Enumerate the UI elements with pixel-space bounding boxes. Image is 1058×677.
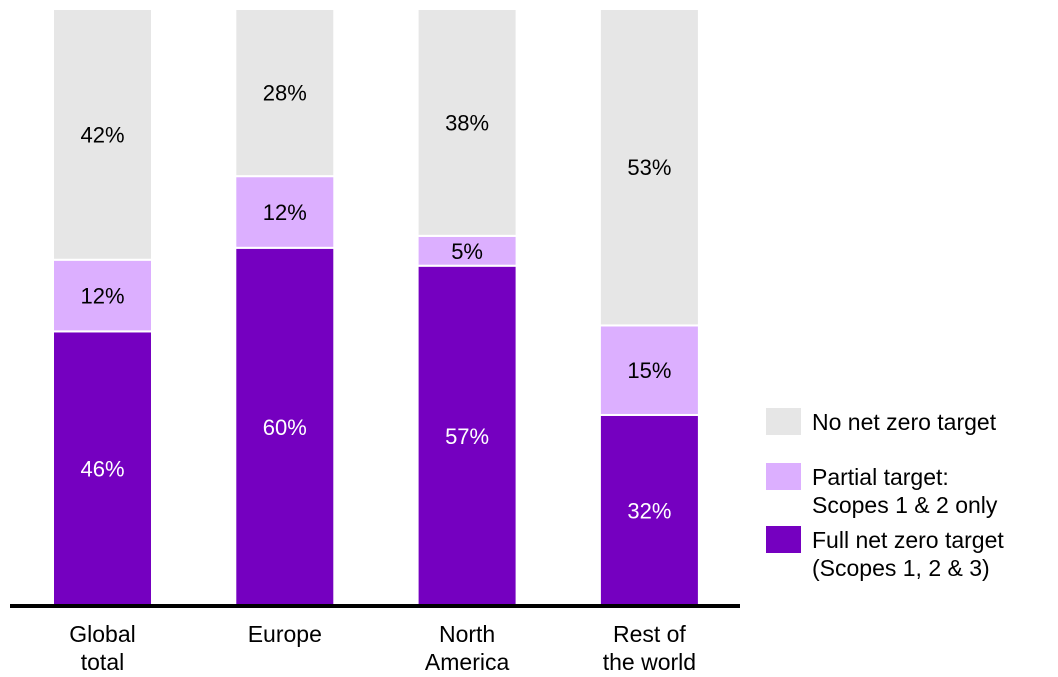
bar-global-total-no-net-zero-target-value-label: 42% <box>80 122 124 147</box>
category-label-global-total: Global total <box>69 621 135 675</box>
bar-rest-of-the-world-full-net-zero-target-scopes-1-2-3 <box>598 413 700 607</box>
legend: No net zero target Partial target: Scopes … <box>766 408 1004 581</box>
category-labels: Global total Europe North America Rest of the … <box>69 621 696 675</box>
category-label-north-america: North America <box>425 621 510 675</box>
bar-north-america-full-net-zero-target-scopes-1-2-3-value-label: 57% <box>445 424 489 449</box>
bar-europe-full-net-zero-target-scopes-1-2-3-value-label: 60% <box>263 415 307 440</box>
bar-europe-no-net-zero-target <box>234 8 336 178</box>
category-label-rest-of-the-world: Rest of the world <box>603 621 696 675</box>
bar-rest-of-the-world-full-net-zero-target-scopes-1-2-3-value-label: 32% <box>627 498 671 523</box>
legend-swatch-no-net-zero-target <box>766 408 801 435</box>
bar-europe-partial-target-scopes-1-2-only-value-label: 12% <box>263 200 307 225</box>
legend-item-full-net-zero-target-scopes-1-2-3: Full net zero target (Scopes 1, 2 & 3) <box>766 526 1004 581</box>
bars-layer: 46% 12% 42% 60% 12% 28% 57% 5% 38% 32% 15% 53% <box>52 8 700 608</box>
bar-north-america-partial-target-scopes-1-2-only-value-label: 5% <box>451 239 483 264</box>
bar-north-america-no-net-zero-target <box>416 8 518 237</box>
bar-rest-of-the-world-partial-target-scopes-1-2-only-value-label: 15% <box>627 358 671 383</box>
bar-rest-of-the-world-no-net-zero-target-value-label: 53% <box>627 155 671 180</box>
bar-rest-of-the-world-partial-target-scopes-1-2-only <box>598 324 700 416</box>
legend-label-no-net-zero-target: No net zero target <box>812 409 997 435</box>
legend-item-no-net-zero-target: No net zero target <box>766 408 997 435</box>
legend-label-full-net-zero-target-scopes-1-2-3: Full net zero target (Scopes 1, 2 & 3) <box>812 527 1004 581</box>
bar-global-total-partial-target-scopes-1-2-only <box>52 258 153 333</box>
bar-global-total-full-net-zero-target-scopes-1-2-3 <box>52 330 153 607</box>
legend-item-partial-target-scopes-1-2-only: Partial target: Scopes 1 & 2 only <box>766 463 998 518</box>
bar-north-america-no-net-zero-target-value-label: 38% <box>445 110 489 135</box>
bar-north-america-partial-target-scopes-1-2-only <box>416 234 518 267</box>
bar-europe-partial-target-scopes-1-2-only <box>234 175 336 249</box>
bar-global-total-partial-target-scopes-1-2-only-value-label: 12% <box>80 284 124 309</box>
bar-europe-full-net-zero-target-scopes-1-2-3 <box>234 246 336 608</box>
bar-europe-no-net-zero-target-value-label: 28% <box>263 81 307 106</box>
category-label-europe: Europe <box>248 621 322 647</box>
legend-label-partial-target-scopes-1-2-only: Partial target: Scopes 1 & 2 only <box>812 464 998 518</box>
bar-global-total-full-net-zero-target-scopes-1-2-3-value-label: 46% <box>80 457 124 482</box>
legend-swatch-partial-target-scopes-1-2-only <box>766 463 801 490</box>
legend-swatch-full-net-zero-target-scopes-1-2-3 <box>766 526 801 553</box>
bar-global-total-no-net-zero-target <box>52 8 153 261</box>
bar-rest-of-the-world-no-net-zero-target <box>598 8 700 327</box>
